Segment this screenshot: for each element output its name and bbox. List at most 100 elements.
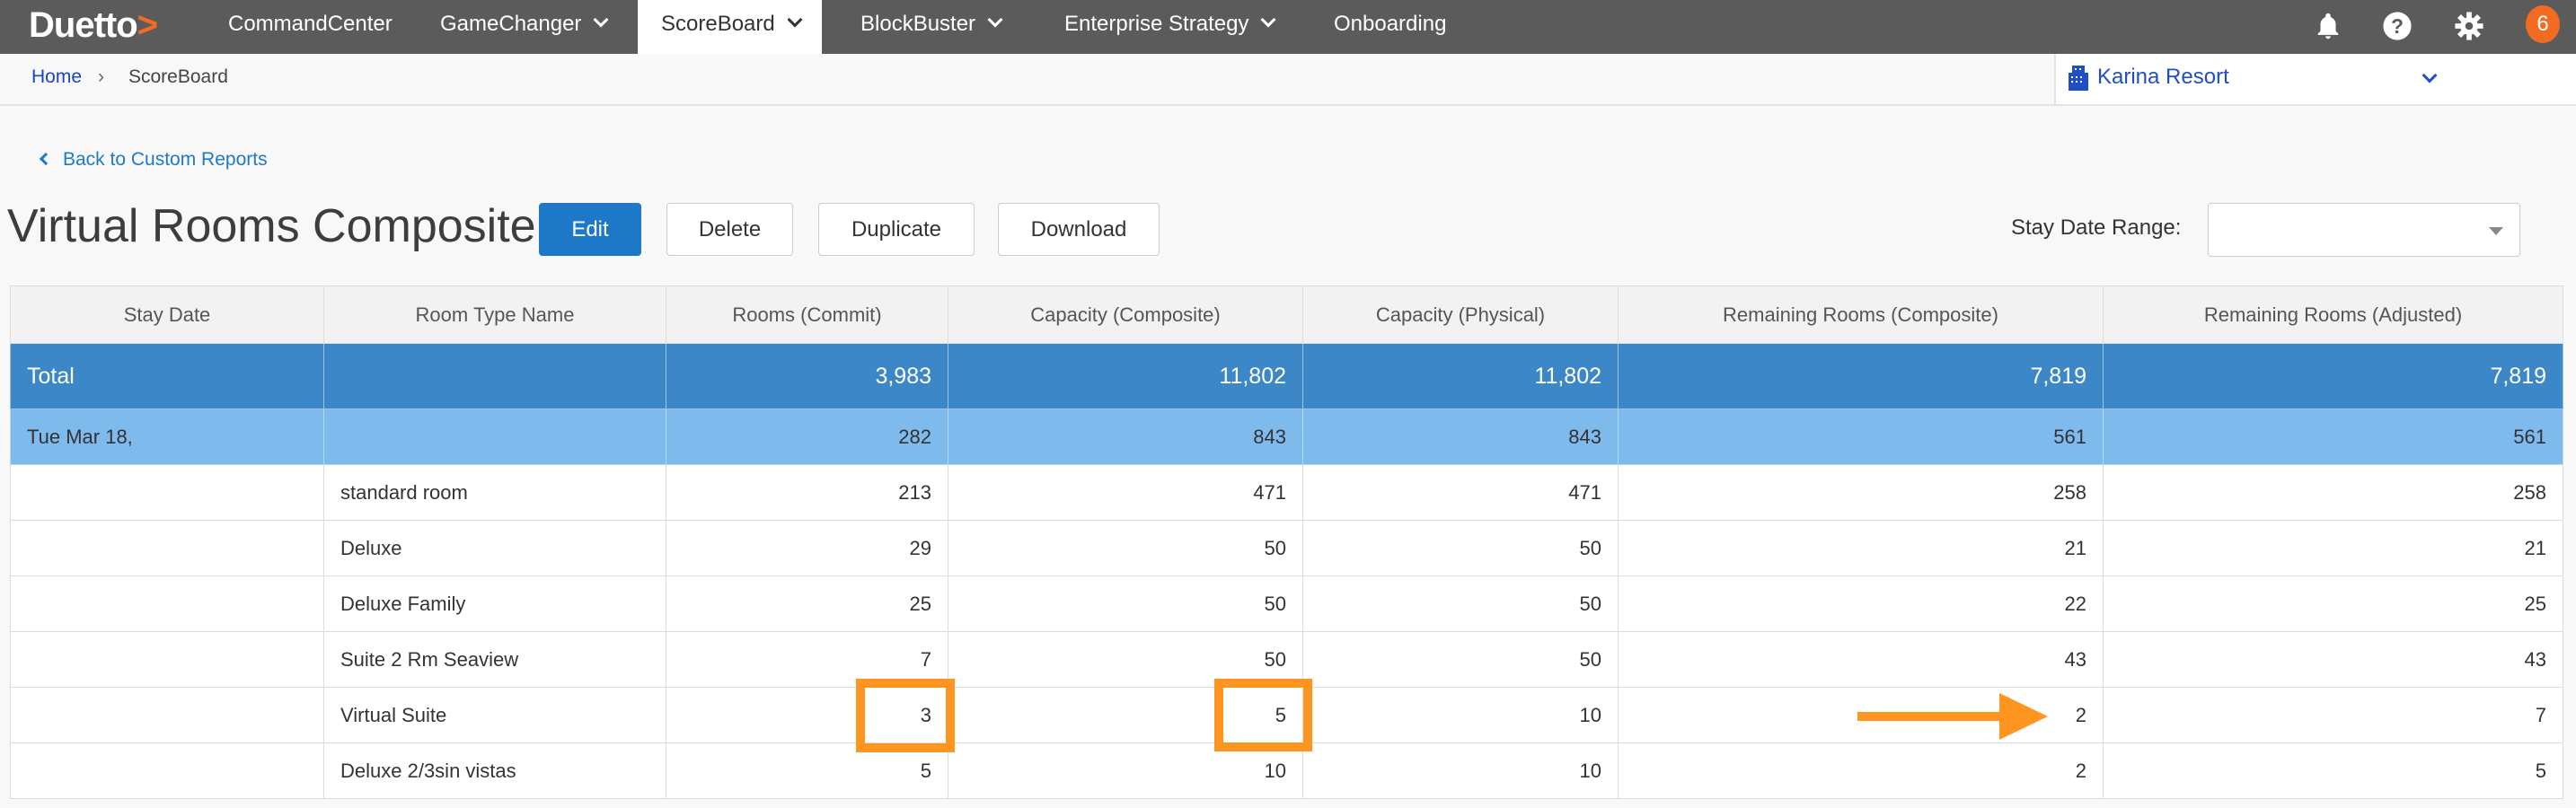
bell-icon[interactable] (2313, 11, 2343, 41)
table-cell: 50 (1302, 575, 1619, 632)
notification-badge[interactable]: 6 (2526, 5, 2560, 43)
chevron-left-icon (39, 152, 53, 166)
download-button[interactable]: Download (998, 203, 1160, 256)
table-cell: 50 (948, 520, 1303, 576)
table-cell: 843 (1302, 408, 1619, 465)
table-cell: 7,819 (2103, 343, 2563, 409)
chevron-down-icon (1260, 12, 1276, 28)
nav-label: Onboarding (1334, 12, 1447, 36)
table-cell (10, 742, 324, 799)
top-nav: Duetto> CommandCenter GameChanger ScoreB… (0, 0, 2576, 54)
table-cell: 7,819 (1618, 343, 2104, 409)
table-cell: 3,983 (666, 343, 948, 409)
table-cell: 50 (948, 631, 1303, 688)
report-table: Stay Date Room Type Name Rooms (Commit) Cap… (10, 285, 2563, 799)
table-cell: 471 (948, 464, 1303, 521)
table-row: Deluxe Family 25 50 50 22 25 (10, 575, 2563, 632)
column-header[interactable]: Rooms (Commit) (666, 285, 948, 344)
page-title: Virtual Rooms Composite (7, 200, 536, 252)
total-row: Total 3,983 11,802 11,802 7,819 7,819 (10, 343, 2563, 409)
help-icon[interactable]: ? (2382, 11, 2413, 41)
date-group-row: Tue Mar 18, 282 843 843 561 561 (10, 408, 2563, 465)
nav-commandcenter[interactable]: CommandCenter (228, 0, 393, 54)
table-cell: 258 (1618, 464, 2104, 521)
column-header[interactable]: Room Type Name (323, 285, 666, 344)
table-cell: 50 (948, 575, 1303, 632)
table-cell: 11,802 (948, 343, 1303, 409)
table-cell: 282 (666, 408, 948, 465)
chevron-down-icon (787, 12, 803, 28)
highlight-box-rooms-commit (856, 679, 955, 752)
breadcrumb-home[interactable]: Home (31, 66, 83, 87)
nav-blockbuster[interactable]: BlockBuster (860, 0, 1003, 54)
svg-text:?: ? (2391, 14, 2404, 38)
arrow-annotation-icon (1857, 693, 2048, 740)
table-row: Deluxe 29 50 50 21 21 (10, 520, 2563, 576)
duplicate-button[interactable]: Duplicate (818, 203, 975, 256)
chevron-down-icon (2422, 67, 2438, 83)
table-cell: 25 (2103, 575, 2563, 632)
table-cell: 50 (1302, 631, 1619, 688)
table-cell: standard room (323, 464, 666, 521)
table-cell: 22 (1618, 575, 2104, 632)
table-cell: 5 (948, 687, 1303, 743)
breadcrumb-current: ScoreBoard (128, 66, 228, 87)
table-cell (323, 343, 666, 409)
nav-enterprise-strategy[interactable]: Enterprise Strategy (1064, 0, 1276, 54)
table-cell: 21 (2103, 520, 2563, 576)
table-cell: 50 (1302, 520, 1619, 576)
table-cell: 843 (948, 408, 1303, 465)
table-cell: 561 (2103, 408, 2563, 465)
table-cell: 258 (2103, 464, 2563, 521)
nav-label: CommandCenter (228, 12, 393, 36)
nav-label: ScoreBoard (661, 12, 775, 36)
table-row: Suite 2 Rm Seaview 7 50 50 43 43 (10, 631, 2563, 688)
table-cell: Deluxe (323, 520, 666, 576)
building-icon (2069, 66, 2088, 91)
table-cell: 3 (666, 687, 948, 743)
column-header[interactable]: Capacity (Physical) (1302, 285, 1619, 344)
property-selector[interactable]: Karina Resort (2054, 54, 2576, 106)
dropdown-arrow-icon (2489, 227, 2503, 235)
table-cell: 561 (1618, 408, 2104, 465)
duetto-logo[interactable]: Duetto> (29, 5, 158, 45)
table-cell: 10 (1302, 687, 1619, 743)
back-to-custom-reports-link[interactable]: Back to Custom Reports (39, 149, 268, 171)
table-cell: Deluxe 2/3sin vistas (323, 742, 666, 799)
chevron-down-icon (593, 12, 609, 28)
table-cell (323, 408, 666, 465)
column-header[interactable]: Remaining Rooms (Composite) (1618, 285, 2104, 344)
nav-onboarding[interactable]: Onboarding (1334, 0, 1446, 54)
table-cell: 25 (666, 575, 948, 632)
table-cell: 21 (1618, 520, 2104, 576)
table-cell: Suite 2 Rm Seaview (323, 631, 666, 688)
table-cell: 10 (948, 742, 1303, 799)
nav-label: BlockBuster (860, 12, 976, 36)
nav-scoreboard[interactable]: ScoreBoard (638, 0, 822, 54)
delete-button[interactable]: Delete (666, 203, 793, 256)
column-header[interactable]: Remaining Rooms (Adjusted) (2103, 285, 2563, 344)
highlight-box-capacity-composite (1214, 679, 1312, 751)
column-header[interactable]: Capacity (Composite) (948, 285, 1303, 344)
gear-icon[interactable] (2454, 11, 2484, 41)
column-header[interactable]: Stay Date (10, 285, 324, 344)
table-cell: Deluxe Family (323, 575, 666, 632)
table-cell (10, 575, 324, 632)
table-header-row: Stay Date Room Type Name Rooms (Commit) Cap… (10, 285, 2563, 344)
stay-date-range-label: Stay Date Range: (2011, 215, 2182, 240)
table-cell: 213 (666, 464, 948, 521)
edit-button[interactable]: Edit (539, 203, 641, 256)
table-cell (10, 687, 324, 743)
table-row: standard room 213 471 471 258 258 (10, 464, 2563, 521)
nav-label: GameChanger (440, 12, 582, 36)
table-cell (10, 631, 324, 688)
nav-gamechanger[interactable]: GameChanger (440, 0, 609, 54)
table-cell (10, 464, 324, 521)
nav-label: Enterprise Strategy (1064, 12, 1249, 36)
table-cell: Total (10, 343, 324, 409)
table-cell: 11,802 (1302, 343, 1619, 409)
table-cell: 43 (2103, 631, 2563, 688)
breadcrumb-separator: › (98, 66, 104, 87)
table-cell: Virtual Suite (323, 687, 666, 743)
stay-date-range-select[interactable] (2208, 203, 2520, 257)
